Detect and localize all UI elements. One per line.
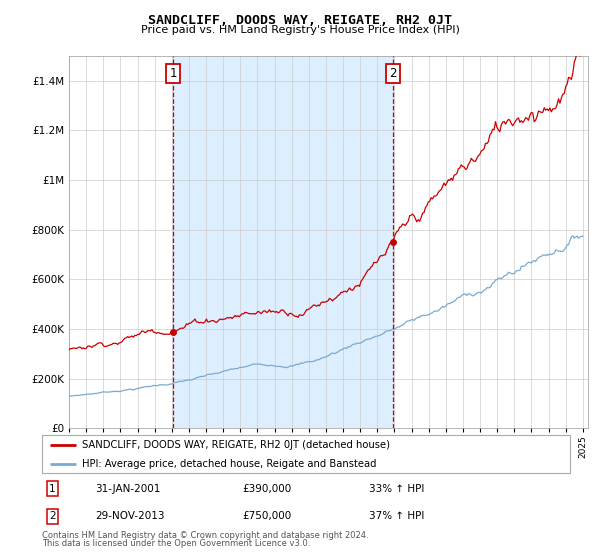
Text: Price paid vs. HM Land Registry's House Price Index (HPI): Price paid vs. HM Land Registry's House …: [140, 25, 460, 35]
FancyBboxPatch shape: [42, 435, 570, 473]
Text: This data is licensed under the Open Government Licence v3.0.: This data is licensed under the Open Gov…: [42, 539, 310, 548]
Text: 33% ↑ HPI: 33% ↑ HPI: [370, 484, 425, 493]
Text: 37% ↑ HPI: 37% ↑ HPI: [370, 511, 425, 521]
Text: 2: 2: [49, 511, 56, 521]
Text: £750,000: £750,000: [242, 511, 292, 521]
Text: SANDCLIFF, DOODS WAY, REIGATE, RH2 0JT: SANDCLIFF, DOODS WAY, REIGATE, RH2 0JT: [148, 14, 452, 27]
Text: 31-JAN-2001: 31-JAN-2001: [95, 484, 160, 493]
Bar: [173, 56, 393, 428]
Text: 2: 2: [389, 67, 397, 80]
Text: 1: 1: [169, 67, 177, 80]
Text: £390,000: £390,000: [242, 484, 292, 493]
Text: 1: 1: [49, 484, 56, 493]
Text: SANDCLIFF, DOODS WAY, REIGATE, RH2 0JT (detached house): SANDCLIFF, DOODS WAY, REIGATE, RH2 0JT (…: [82, 440, 389, 450]
Text: 29-NOV-2013: 29-NOV-2013: [95, 511, 164, 521]
Text: Contains HM Land Registry data © Crown copyright and database right 2024.: Contains HM Land Registry data © Crown c…: [42, 531, 368, 540]
Text: HPI: Average price, detached house, Reigate and Banstead: HPI: Average price, detached house, Reig…: [82, 459, 376, 469]
